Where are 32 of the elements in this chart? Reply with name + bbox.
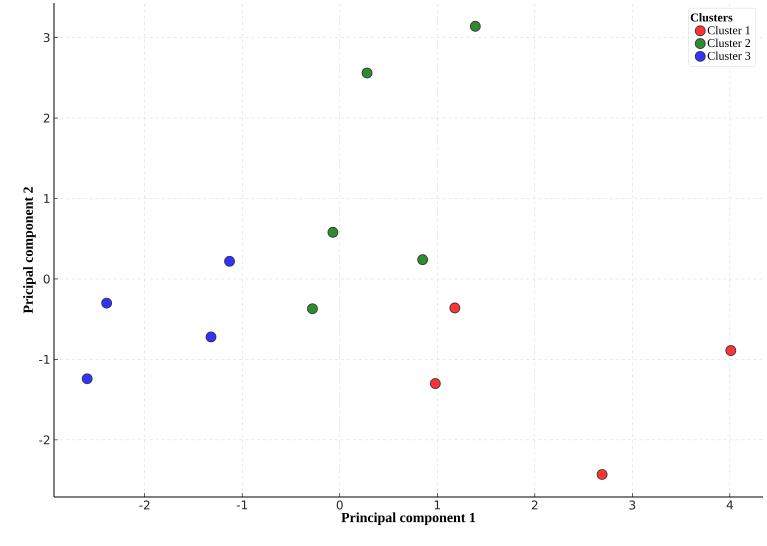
legend-label: Cluster 1 [708, 26, 750, 34]
x-tick-label: 0 [336, 500, 343, 510]
point [101, 298, 112, 308]
point [206, 331, 216, 342]
point [224, 256, 235, 267]
point [417, 254, 428, 266]
y-axis-title: Pricipal component 2 [23, 187, 36, 314]
y-tick-label: 2 [44, 114, 50, 122]
x-tick-label: 3 [629, 500, 636, 510]
point [362, 68, 372, 78]
point [430, 378, 441, 389]
x-tick-label: -1 [236, 500, 248, 510]
x-tick-label: -2 [139, 500, 150, 510]
x-tick-label: 1 [434, 500, 440, 510]
y-tick-label: 3 [44, 33, 50, 42]
point [328, 226, 338, 238]
y-tick-label: 1 [44, 194, 50, 203]
x-tick-label: 2 [532, 500, 538, 510]
point [470, 20, 481, 32]
point [596, 469, 608, 480]
legend-label: Cluster 3 [708, 51, 750, 60]
y-tick-label: -1 [39, 355, 50, 364]
y-tick-label: 0 [44, 274, 50, 284]
point [307, 303, 318, 314]
x-tick-label: 4 [726, 500, 733, 510]
point [449, 302, 460, 314]
point [82, 373, 93, 384]
x-axis-title: Principal component 1 [341, 512, 476, 526]
point [725, 345, 736, 356]
legend-label: Cluster 2 [708, 38, 750, 48]
y-tick-label: -2 [39, 435, 50, 444]
legend-title: Clusters [690, 13, 732, 22]
